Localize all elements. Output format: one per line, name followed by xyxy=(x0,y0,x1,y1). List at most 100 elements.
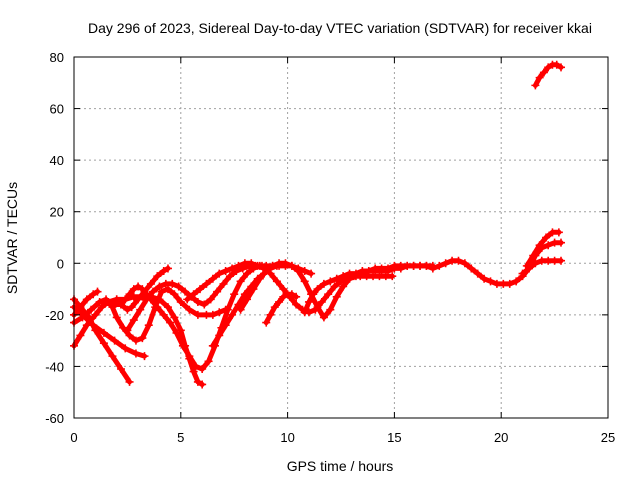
data-point xyxy=(208,341,217,350)
y-tick-label: -20 xyxy=(45,308,64,323)
data-point xyxy=(208,310,217,319)
data-point xyxy=(428,264,437,273)
data-point xyxy=(225,272,234,281)
data-point xyxy=(125,331,134,340)
data-point xyxy=(332,274,341,283)
data-point xyxy=(535,241,544,250)
data-point xyxy=(486,277,495,286)
data-point xyxy=(193,297,202,306)
x-axis-title: GPS time / hours xyxy=(287,458,394,474)
data-point xyxy=(351,269,360,278)
series-arc-m xyxy=(300,238,566,317)
data-point xyxy=(304,297,313,306)
data-point xyxy=(221,267,230,276)
data-point xyxy=(159,267,168,276)
data-point xyxy=(116,300,125,309)
data-point xyxy=(557,256,566,265)
data-point xyxy=(255,274,264,283)
data-point xyxy=(309,290,318,299)
data-point xyxy=(163,264,172,273)
data-point xyxy=(176,297,185,306)
x-tick-label: 15 xyxy=(387,430,401,445)
data-point xyxy=(326,277,335,286)
data-point xyxy=(253,261,262,270)
data-point xyxy=(480,274,489,283)
data-point xyxy=(142,295,151,304)
data-point xyxy=(129,316,138,325)
data-point xyxy=(247,259,256,268)
y-axis-title: SDTVAR / TECUs xyxy=(4,182,20,294)
data-point xyxy=(313,285,322,294)
data-point xyxy=(140,352,149,361)
data-point xyxy=(149,287,158,296)
data-point xyxy=(134,295,143,304)
data-point xyxy=(544,63,553,72)
data-point xyxy=(554,228,563,237)
data-point xyxy=(146,279,155,288)
data-point xyxy=(82,321,91,330)
data-point xyxy=(153,272,162,281)
data-point xyxy=(292,300,301,309)
data-point xyxy=(104,297,113,306)
data-point xyxy=(176,326,185,335)
data-point xyxy=(76,331,85,340)
data-point xyxy=(76,303,85,312)
data-point xyxy=(144,321,153,330)
data-point xyxy=(292,292,301,301)
data-point xyxy=(270,303,279,312)
data-point xyxy=(91,310,100,319)
data-point xyxy=(557,238,566,247)
data-point xyxy=(93,287,102,296)
data-point xyxy=(319,313,328,322)
x-tick-label: 0 xyxy=(70,430,77,445)
y-tick-label: -40 xyxy=(45,359,64,374)
data-point xyxy=(300,277,309,286)
data-point xyxy=(531,81,540,90)
data-point xyxy=(249,285,258,294)
data-point xyxy=(181,287,190,296)
x-tick-label: 20 xyxy=(494,430,508,445)
data-point xyxy=(138,285,147,294)
data-point xyxy=(279,292,288,301)
x-tick-label: 5 xyxy=(177,430,184,445)
data-point xyxy=(121,295,130,304)
data-point xyxy=(129,285,138,294)
data-point xyxy=(170,290,179,299)
x-tick-label: 25 xyxy=(601,430,615,445)
data-point xyxy=(557,63,566,72)
data-point xyxy=(294,267,303,276)
data-point xyxy=(183,295,192,304)
data-point xyxy=(131,336,140,345)
data-point xyxy=(435,261,444,270)
data-point xyxy=(287,290,296,299)
data-point xyxy=(119,323,128,332)
data-point xyxy=(388,272,397,281)
series-arc-l xyxy=(262,290,301,327)
series-line xyxy=(114,265,171,313)
data-point xyxy=(221,321,230,330)
data-point xyxy=(174,282,183,291)
data-point xyxy=(95,297,104,306)
data-point xyxy=(157,287,166,296)
data-point xyxy=(339,282,348,291)
data-point xyxy=(279,285,288,294)
data-point xyxy=(531,259,540,268)
series-arc-p xyxy=(531,60,566,90)
grid-lines xyxy=(74,57,608,418)
data-point xyxy=(191,362,200,371)
data-point xyxy=(125,290,134,299)
data-point xyxy=(441,259,450,268)
data-point xyxy=(287,261,296,270)
data-point xyxy=(215,269,224,278)
data-point xyxy=(163,285,172,294)
y-tick-label: 20 xyxy=(50,205,64,220)
data-point xyxy=(215,308,224,317)
data-point xyxy=(108,352,117,361)
data-point xyxy=(544,241,553,250)
data-point xyxy=(300,308,309,317)
data-point xyxy=(529,251,538,260)
data-point xyxy=(123,326,132,335)
data-point xyxy=(512,277,521,286)
data-point xyxy=(127,303,136,312)
x-tick-label: 10 xyxy=(280,430,294,445)
